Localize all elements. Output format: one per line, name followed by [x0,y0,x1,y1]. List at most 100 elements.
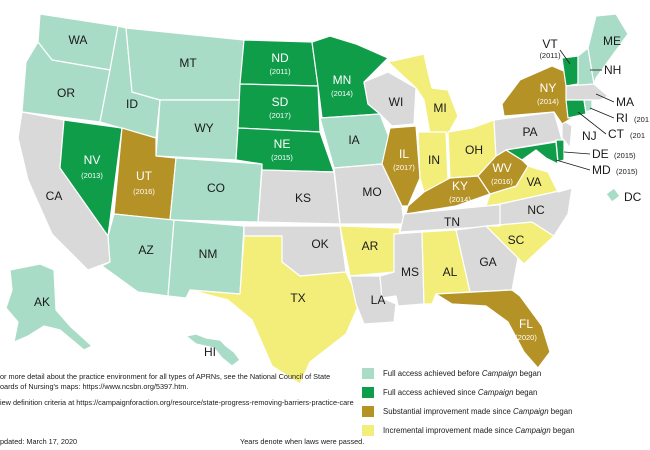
year-nd: (2011) [269,67,291,76]
label-ne: NE [274,137,291,151]
legend-label-substantial: Substantial improvement made since Campa… [383,407,573,416]
year-ny: (2014) [537,97,559,106]
label-nj: NJ [582,129,597,143]
label-pa: PA [522,125,537,139]
year-ct: (201 [630,131,645,140]
label-wi: WI [389,95,404,109]
label-or: OR [57,86,75,100]
state-ny[interactable] [501,65,573,125]
state-ak[interactable] [5,263,93,351]
label-wv: WV [492,161,511,175]
label-ct: CT [608,127,625,141]
label-dc: DC [624,190,642,204]
leader-ct [577,111,607,135]
state-nc[interactable] [485,187,573,237]
state-nj[interactable] [561,119,573,149]
year-ut: (2016) [133,187,155,196]
label-ky: KY [452,179,468,193]
leader-ri [589,107,615,119]
label-oh: OH [465,143,483,157]
leader-ma [595,93,615,103]
label-wa: WA [69,33,88,47]
label-ri: RI [616,111,628,125]
state-hi[interactable] [185,333,241,367]
state-wi[interactable] [363,71,417,127]
legend-incremental: Incremental improvement made since Campa… [362,423,650,438]
label-sc: SC [508,233,525,247]
state-mo[interactable] [333,163,405,225]
label-id: ID [126,97,138,111]
label-md: MD [592,163,611,177]
label-nd: ND [271,51,289,65]
year-ri: (201 [634,115,649,124]
label-fl: FL [519,317,533,331]
label-nh: NH [604,63,621,77]
label-ok: OK [311,237,328,251]
label-de: DE [592,147,609,161]
legend-label-full-before: Full access achieved before Campaign beg… [383,369,542,378]
year-fl: (2020) [515,333,537,342]
label-al: AL [443,265,458,279]
label-mo: MO [362,185,381,199]
label-me: ME [603,34,621,48]
label-ga: GA [479,255,496,269]
label-mt: MT [179,56,197,70]
label-hi: HI [204,345,216,359]
label-nv: NV [84,153,101,167]
year-vt: (2011) [539,51,561,60]
legend: Full access achieved before Campaign beg… [362,366,650,442]
note-line-1: or more detail about the practice enviro… [0,372,331,381]
label-ms: MS [401,265,419,279]
legend-swatch-substantial [362,406,374,417]
label-il: IL [399,147,409,161]
state-dc[interactable] [605,187,621,203]
leader-vt [559,49,571,65]
label-la: LA [371,293,386,307]
note-line-3: iew definition criteria at https://campa… [0,398,354,407]
legend-swatch-full-since [362,387,374,398]
state-ma[interactable] [565,83,609,101]
state-ri[interactable] [583,99,593,113]
updated-date: pdated: March 17, 2020 [0,437,78,446]
label-mi: MI [433,101,446,115]
label-ia: IA [348,133,359,147]
years-note: Years denote when laws were passed. [240,437,365,446]
label-wy: WY [194,121,213,135]
label-in: IN [428,153,440,167]
year-nv: (2013) [81,171,103,180]
year-ky: (2014) [449,195,471,204]
label-tn: TN [444,215,460,229]
year-md: (2015) [616,167,638,176]
label-ut: UT [136,169,153,183]
label-vt: VT [542,37,558,51]
year-wv: (2016) [491,177,513,186]
notes: or more detail about the practice enviro… [0,372,360,408]
year-de: (2015) [614,151,636,160]
state-me[interactable] [587,13,629,85]
state-tx[interactable] [189,235,361,385]
label-co: CO [207,181,225,195]
label-ny: NY [540,81,557,95]
label-ak: AK [34,295,50,309]
legend-substantial: Substantial improvement made since Campa… [362,404,650,419]
legend-label-incremental: Incremental improvement made since Campa… [383,426,575,435]
state-fl[interactable] [435,289,551,369]
label-tx: TX [290,291,305,305]
label-mn: MN [333,73,352,87]
legend-label-full-since: Full access achieved since Campaign bega… [383,388,538,397]
year-sd: (2017) [269,111,291,120]
label-ks: KS [295,191,311,205]
year-mn: (2014) [331,89,353,98]
state-ct[interactable] [565,99,587,119]
label-nm: NM [199,247,218,261]
leader-md [555,159,591,171]
year-ne: (2015) [271,153,293,162]
label-ca: CA [46,189,63,203]
legend-swatch-full-before [362,368,374,379]
year-il: (2017) [393,163,415,172]
legend-full-since: Full access achieved since Campaign bega… [362,385,650,400]
state-mi[interactable] [387,53,459,135]
label-ar: AR [362,239,379,253]
state-de[interactable] [555,139,565,163]
